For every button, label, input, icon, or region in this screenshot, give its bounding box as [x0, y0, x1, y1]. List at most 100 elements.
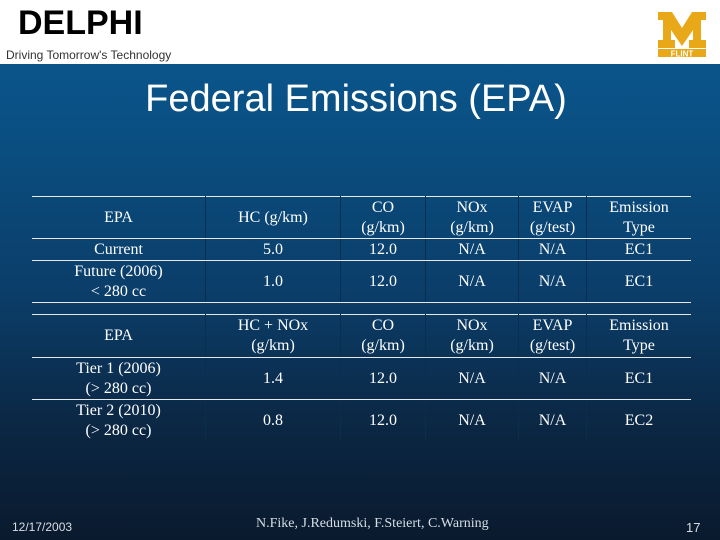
table-cell: 12.0 — [340, 399, 426, 441]
table-cell: EC2 — [587, 400, 692, 442]
table-row: Future (2006) < 280 cc 1.0 12.0 N/A N/A E… — [32, 260, 691, 303]
cell-text: N/A — [458, 240, 486, 258]
table-cell: N/A — [518, 399, 587, 441]
cell-text: Emission — [609, 317, 669, 334]
emissions-table-tiers: EPA HC + NOx (g/km) CO (g/km) NOx (g/km) EV… — [32, 314, 691, 441]
cell-text: 0.8 — [263, 411, 283, 429]
cell-text: EPA — [104, 208, 133, 226]
cell-text: 12.0 — [369, 272, 397, 290]
table-row: Current 5.0 12.0 N/A N/A EC1 — [32, 238, 691, 261]
table-cell: 1.0 — [205, 260, 341, 303]
header-cell: CO (g/km) — [340, 314, 426, 358]
table-cell: N/A — [425, 399, 519, 441]
brand-tagline: Driving Tomorrow's Technology — [6, 48, 172, 62]
table-cell: N/A — [425, 260, 519, 303]
table-row: Tier 2 (2010) (> 280 cc) 0.8 12.0 N/A N/A… — [32, 399, 692, 442]
table-header-row: EPA HC + NOx (g/km) CO (g/km) NOx (g/km) EV… — [32, 314, 691, 358]
cell-text: (g/km) — [361, 337, 405, 354]
cell-text: 12.0 — [369, 411, 397, 429]
cell-text: (g/test) — [529, 218, 576, 236]
header-cell: Emission Type — [586, 314, 691, 358]
header-cell: EVAP (g/test) — [518, 196, 587, 239]
cell-text: N/A — [458, 369, 486, 387]
emissions-table-current: EPA HC (g/km) CO (g/km) NOx (g/km) EVAP (g/… — [32, 196, 691, 303]
cell-text: (g/km) — [450, 218, 494, 236]
cell-text: EC1 — [624, 272, 654, 290]
table-cell: 12.0 — [340, 260, 426, 303]
table-cell: 5.0 — [205, 238, 341, 261]
um-flint-logo: FLINT — [658, 12, 706, 59]
table-header-row: EPA HC (g/km) CO (g/km) NOx (g/km) EVAP (g/… — [32, 196, 691, 239]
table-cell: N/A — [518, 260, 587, 303]
table-cell: Tier 1 (2006) (> 280 cc) — [32, 357, 206, 400]
cell-text: (g/km) — [450, 337, 494, 354]
cell-text: (g/km) — [251, 337, 295, 354]
cell-text: EPA — [104, 327, 133, 344]
cell-text: 5.0 — [263, 240, 283, 258]
slide-header: DELPHI Driving Tomorrow's Technology FLI… — [0, 0, 720, 64]
table-cell: 12.0 — [340, 357, 426, 400]
header-cell: EVAP (g/test) — [518, 314, 587, 358]
header-cell: EPA — [32, 196, 206, 239]
cell-text: N/A — [538, 272, 567, 290]
cell-text: (> 280 cc) — [85, 421, 152, 439]
table-cell: 1.4 — [205, 357, 341, 400]
cell-text: CO — [371, 198, 395, 216]
table-cell: 12.0 — [340, 238, 426, 261]
cell-text: Current — [94, 240, 143, 258]
table-cell: Future (2006) < 280 cc — [32, 260, 206, 303]
table-cell: N/A — [425, 238, 519, 261]
table-cell: N/A — [425, 357, 519, 400]
header-cell: NOx (g/km) — [425, 196, 519, 239]
cell-text: NOx — [456, 198, 488, 216]
table-cell: EC1 — [586, 260, 691, 303]
table-cell: EC1 — [586, 238, 691, 261]
cell-text: N/A — [538, 240, 567, 258]
cell-text: HC + NOx — [237, 317, 309, 334]
cell-text: Tier 1 (2006) — [76, 359, 161, 377]
cell-text: 12.0 — [369, 240, 397, 258]
table-cell: N/A — [518, 357, 587, 400]
cell-text: EC1 — [624, 240, 654, 258]
logo-sub-text: FLINT — [671, 50, 694, 59]
cell-text: (g/km) — [361, 218, 405, 236]
cell-text: HC (g/km) — [238, 208, 308, 226]
cell-text: N/A — [458, 272, 486, 290]
header-cell: HC + NOx (g/km) — [205, 314, 341, 358]
cell-text: Tier 2 (2010) — [76, 401, 161, 419]
cell-text: CO — [371, 317, 395, 334]
cell-text: N/A — [538, 411, 567, 429]
header-cell: CO (g/km) — [340, 196, 426, 239]
page-number: 17 — [686, 520, 701, 535]
cell-text: EC2 — [624, 411, 654, 429]
footer-date: 12/17/2003 — [12, 520, 73, 534]
cell-text: EC1 — [624, 369, 654, 387]
cell-text: 1.0 — [263, 272, 283, 290]
cell-text: EVAP — [532, 317, 573, 334]
cell-text: Emission — [609, 198, 669, 216]
cell-text: NOx — [456, 317, 488, 334]
cell-text: 12.0 — [369, 369, 397, 387]
cell-text: Future (2006) — [74, 262, 163, 280]
cell-text: (> 280 cc) — [85, 379, 152, 397]
brand-name: DELPHI — [18, 4, 143, 42]
cell-text: N/A — [458, 411, 486, 429]
header-cell: Emission Type — [586, 196, 691, 239]
table-cell: Current — [32, 238, 206, 261]
table-cell: Tier 2 (2010) (> 280 cc) — [32, 399, 206, 441]
header-cell: EPA — [32, 314, 206, 358]
footer-authors: N.Fike, J.Redumski, F.Steiert, C.Warning — [256, 516, 489, 531]
cell-text: 1.4 — [263, 369, 283, 387]
table-row: Tier 1 (2006) (> 280 cc) 1.4 12.0 N/A N/A… — [32, 357, 691, 400]
table-cell: 0.8 — [205, 399, 341, 441]
slide-title: Federal Emissions (EPA) — [145, 78, 567, 120]
cell-text: N/A — [538, 369, 567, 387]
cell-text: < 280 cc — [90, 282, 147, 300]
cell-text: Type — [623, 218, 655, 236]
cell-text: Type — [623, 337, 655, 354]
header-cell: HC (g/km) — [205, 196, 341, 239]
cell-text: EVAP — [532, 198, 573, 216]
table-cell: N/A — [518, 238, 587, 261]
cell-text: (g/test) — [529, 337, 576, 354]
header-cell: NOx (g/km) — [425, 314, 519, 358]
